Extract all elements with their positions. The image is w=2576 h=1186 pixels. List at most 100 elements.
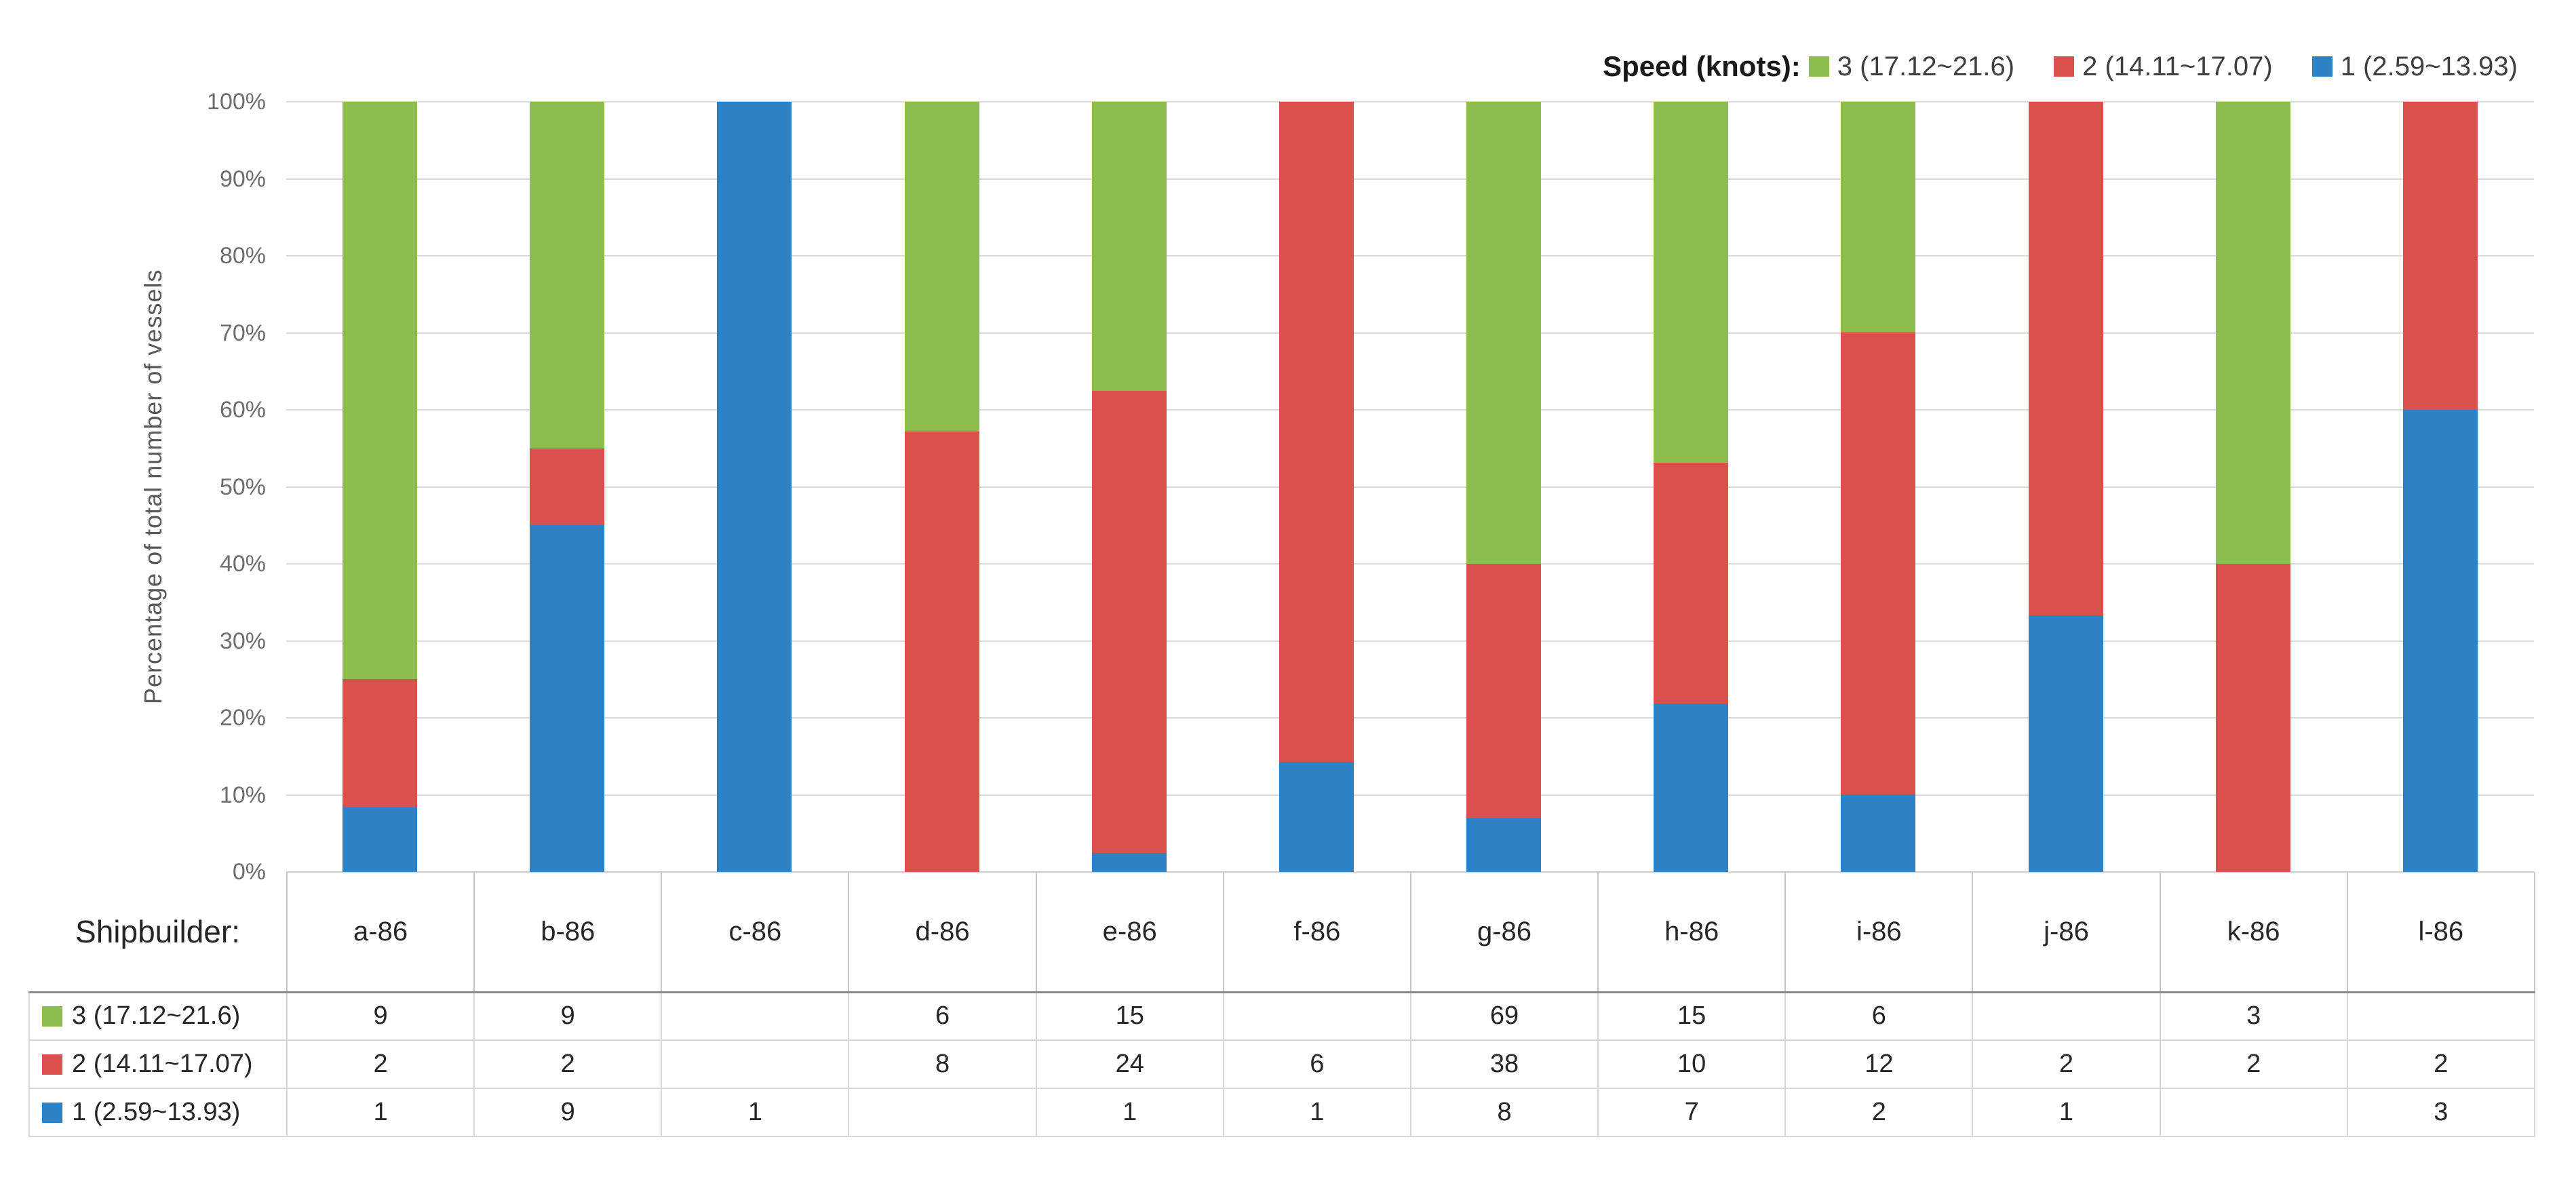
gridline [286, 563, 2534, 565]
table-value-cell: 2 [286, 1039, 475, 1089]
gridline [286, 640, 2534, 642]
table-header-cell: f-86 [1222, 872, 1411, 993]
bar-segment [1279, 102, 1354, 762]
table-value-cell: 2 [1784, 1088, 1974, 1137]
table-value-cell: 15 [1035, 991, 1224, 1041]
series-name: 2 (14.11~17.07) [72, 1050, 253, 1078]
bar-segment [1092, 102, 1167, 391]
table-header-cell: l-86 [2346, 872, 2535, 993]
series-label-cell: 3 (17.12~21.6) [28, 991, 288, 1041]
bar-segment [717, 102, 792, 872]
table-value-cell: 9 [286, 991, 475, 1041]
bar-segment [2403, 102, 2478, 410]
bar-segment [1654, 102, 1728, 463]
table-header-cell: e-86 [1035, 872, 1224, 993]
table-value-cell: 8 [848, 1039, 1037, 1089]
bar-segment [343, 807, 417, 872]
gridline [286, 486, 2534, 488]
table-header-cell: a-86 [286, 872, 475, 993]
table-value-cell [2159, 1088, 2348, 1137]
table-value-cell: 10 [1597, 1039, 1787, 1089]
bar-segment [530, 448, 604, 525]
table-header-cell: j-86 [1972, 872, 2161, 993]
bar-segment [1466, 102, 1541, 564]
gridline [286, 178, 2534, 180]
table-corner-label: Shipbuilder: [29, 873, 288, 993]
table-value-cell: 1 [286, 1088, 475, 1137]
bar-segment [1092, 853, 1167, 872]
bar-segment [2403, 410, 2478, 872]
bar-segment [1841, 795, 1915, 872]
legend-item: 1 (2.59~13.93) [2311, 51, 2518, 82]
bar-segment [1654, 704, 1728, 872]
table-value-cell: 15 [1597, 991, 1787, 1041]
table-value-cell: 3 [2159, 991, 2348, 1041]
table-header-row: Shipbuilder: a-86 b-86 c-86 d-86 e-86 f-86 g-86… [29, 872, 2535, 993]
y-tick-label: 100% [207, 89, 266, 115]
y-tick-label: 90% [219, 166, 266, 192]
bar-segment [530, 102, 604, 448]
y-tick-label: 20% [219, 705, 266, 731]
bar-segment [2216, 564, 2290, 872]
series-swatch-icon [42, 1054, 62, 1075]
y-tick-label: 40% [219, 551, 266, 577]
legend-swatch-icon [2311, 56, 2333, 77]
table-header-cell: k-86 [2159, 872, 2348, 993]
legend-item: 3 (17.12~21.6) [1808, 52, 2014, 82]
table-value-cell: 38 [1409, 1039, 1599, 1089]
table-value-cell [1222, 991, 1411, 1041]
legend-swatch-icon [2054, 56, 2075, 77]
y-tick-label: 70% [219, 320, 266, 346]
legend-title: Speed (knots): [1603, 50, 1801, 82]
legend-swatch-icon [1808, 56, 1829, 77]
table-value-cell: 1 [661, 1088, 850, 1137]
table-value-cell: 2 [473, 1039, 663, 1089]
table-value-cell: 2 [1972, 1039, 2161, 1089]
gridline [286, 795, 2534, 796]
bar-segment [1841, 102, 1915, 332]
y-tick-label: 60% [219, 397, 266, 423]
table-value-cell [2346, 991, 2535, 1041]
legend-item: 2 (14.11~17.07) [2054, 52, 2273, 82]
bar-segment [530, 525, 604, 872]
table-header-cell: g-86 [1409, 872, 1599, 993]
table-value-cell: 7 [1597, 1088, 1787, 1137]
bar-segment [1841, 332, 1915, 795]
bar-segment [1654, 463, 1728, 704]
bar-segment [2029, 615, 2103, 872]
table-value-cell: 12 [1784, 1039, 1974, 1089]
bar-segment [1466, 818, 1541, 872]
table-value-cell: 1 [1222, 1088, 1411, 1137]
gridline [286, 101, 2534, 102]
bar-segment [2029, 102, 2103, 615]
table-row: 3 (17.12~21.6) 9 9 6 15 69 15 6 3 [28, 991, 2535, 1041]
legend-item-label: 2 (14.11~17.07) [2082, 51, 2273, 81]
table-value-cell: 9 [473, 1088, 663, 1137]
table-value-cell [1972, 991, 2161, 1041]
bar-segment [343, 102, 417, 679]
table-value-cell: 2 [2346, 1039, 2535, 1089]
legend-items: 3 (17.12~21.6) 2 (14.11~17.07) 1 (2.59~13.… [1808, 52, 2518, 82]
table-header-cell: b-86 [473, 872, 663, 993]
y-tick-label: 30% [219, 628, 266, 654]
table-value-cell: 24 [1035, 1039, 1224, 1089]
series-swatch-icon [42, 1006, 62, 1027]
series-swatch-icon [42, 1102, 62, 1123]
bar-segment [905, 432, 979, 872]
table-value-cell: 3 [2346, 1088, 2535, 1137]
table-value-cell: 2 [2159, 1039, 2348, 1089]
table-value-cell [848, 1088, 1037, 1137]
table-value-cell: 6 [1784, 991, 1974, 1041]
gridline [286, 409, 2534, 410]
table-value-cell [661, 991, 850, 1041]
table-row: 2 (14.11~17.07) 2 2 8 24 6 38 10 12 2 2 2 [28, 1039, 2535, 1089]
bar-segment [2216, 102, 2290, 564]
table-header-cell: i-86 [1784, 872, 1974, 993]
table-value-cell: 1 [1035, 1088, 1224, 1137]
gridline [286, 255, 2534, 256]
bar-segment [905, 102, 979, 432]
bar-segment [343, 679, 417, 807]
chart-legend: Speed (knots): 3 (17.12~21.6) 2 (14.11~17… [1603, 50, 2518, 83]
gridline [286, 332, 2534, 334]
legend-item-label: 1 (2.59~13.93) [2340, 51, 2518, 81]
